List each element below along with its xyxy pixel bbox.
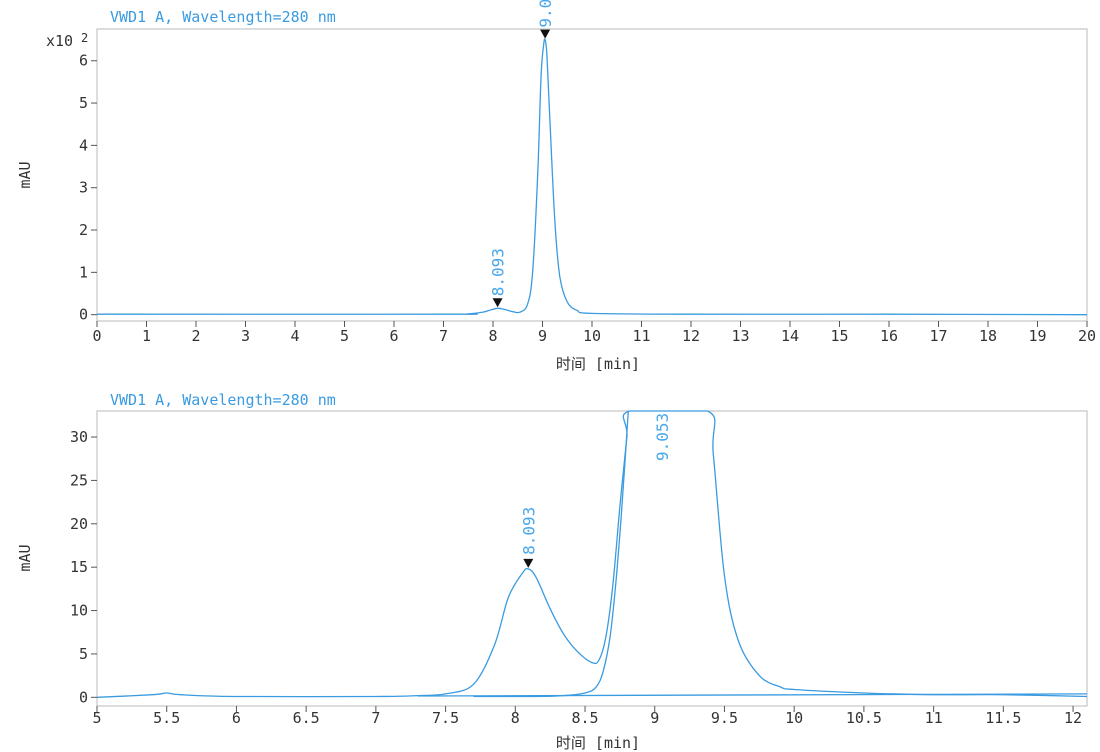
- y-tick-label: 3: [79, 179, 88, 197]
- x-tick-label: 17: [929, 327, 947, 345]
- x-tick-label: 8.5: [571, 709, 598, 727]
- plot-frame: [96, 28, 1088, 322]
- series-line: [96, 38, 1088, 316]
- x-tick-label: 12: [682, 327, 700, 345]
- x-tick-label: 6.5: [293, 709, 320, 727]
- x-tick-label: 6: [389, 327, 398, 345]
- y-tick-label: 5: [79, 94, 88, 112]
- x-tick-label: 5.5: [153, 709, 180, 727]
- x-tick-label: 20: [1078, 327, 1096, 345]
- y-axis-title: mAU: [16, 544, 34, 571]
- x-tick-label: 10: [785, 709, 803, 727]
- peak-label: 9.053: [536, 0, 555, 28]
- y-tick-label: 10: [70, 602, 88, 620]
- y-tick-label: 20: [70, 515, 88, 533]
- x-tick-label: 10: [583, 327, 601, 345]
- peak-label: 8.093: [519, 507, 538, 555]
- x-tick-label: 9.5: [711, 709, 738, 727]
- y-axis-title: mAU: [16, 161, 34, 188]
- x-tick-label: 10.5: [846, 709, 882, 727]
- x-tick-label: 8: [511, 709, 520, 727]
- x-tick-label: 14: [781, 327, 799, 345]
- x-tick-label: 1: [142, 327, 151, 345]
- y-multiplier-exponent: 2: [81, 31, 88, 45]
- y-tick-label: 2: [79, 221, 88, 239]
- chart-zoom: VWD1 A, Wavelength=280 nm mAU 时间 [min] 5…: [16, 391, 1088, 752]
- x-tick-label: 0: [92, 327, 101, 345]
- series-line: [417, 693, 1088, 697]
- y-tick-label: 25: [70, 471, 88, 489]
- x-tick-label: 7.5: [432, 709, 459, 727]
- x-tick-label: 18: [979, 327, 997, 345]
- peak-markers: 8.093 9.053: [519, 413, 672, 568]
- x-tick-label: 11.5: [985, 709, 1021, 727]
- peak-marker: [523, 558, 534, 568]
- y-multiplier-label: x10: [46, 32, 73, 50]
- peak-markers: 8.093 9.053: [489, 0, 555, 308]
- plot-frame: [96, 410, 1088, 707]
- x-tick-label: 15: [830, 327, 848, 345]
- x-tick-label: 12: [1064, 709, 1082, 727]
- x-tick-label: 5: [92, 709, 101, 727]
- peak-marker: [540, 29, 551, 39]
- y-tick-label: 5: [79, 645, 88, 663]
- peak-marker: [492, 298, 503, 308]
- chart-title: VWD1 A, Wavelength=280 nm: [110, 8, 336, 26]
- series-group: [96, 38, 1088, 316]
- x-tick-label: 8: [488, 327, 497, 345]
- x-tick-label: 2: [191, 327, 200, 345]
- y-tick-label: 1: [79, 263, 88, 281]
- x-tick-label: 16: [880, 327, 898, 345]
- x-tick-label: 11: [925, 709, 943, 727]
- x-tick-label: 19: [1028, 327, 1046, 345]
- x-tick-label: 9: [538, 327, 547, 345]
- x-tick-label: 4: [290, 327, 299, 345]
- x-tick-label: 9: [650, 709, 659, 727]
- x-tick-label: 7: [371, 709, 380, 727]
- axis-ticks: 5 5.5 6 6.5 7 7.5 8 8.5 9 9.5 10 10.5 11 11.5 12051015…: [70, 428, 1082, 727]
- series-line: [96, 410, 1088, 698]
- peak-label: 8.093: [489, 248, 508, 296]
- series-group: [96, 410, 1088, 698]
- x-tick-label: 6: [232, 709, 241, 727]
- chart-full-run: VWD1 A, Wavelength=280 nm mAU x10 2 时间 […: [16, 0, 1096, 373]
- x-tick-label: 13: [731, 327, 749, 345]
- x-tick-label: 3: [241, 327, 250, 345]
- peak-label: 9.053: [653, 413, 672, 461]
- x-tick-label: 5: [340, 327, 349, 345]
- y-tick-label: 6: [79, 52, 88, 70]
- y-tick-label: 30: [70, 428, 88, 446]
- x-axis-title: 时间 [min]: [556, 355, 640, 373]
- series-line: [473, 410, 629, 698]
- y-tick-label: 15: [70, 558, 88, 576]
- y-tick-label: 4: [79, 136, 88, 154]
- y-tick-label: 0: [79, 688, 88, 706]
- y-tick-label: 0: [79, 306, 88, 324]
- x-tick-label: 7: [439, 327, 448, 345]
- x-axis-title: 时间 [min]: [556, 734, 640, 752]
- x-tick-label: 11: [632, 327, 650, 345]
- chart-title: VWD1 A, Wavelength=280 nm: [110, 391, 336, 409]
